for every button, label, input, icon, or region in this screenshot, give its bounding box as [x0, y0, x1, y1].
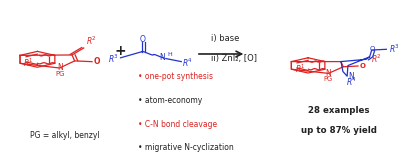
Text: $R^4$: $R^4$ [182, 56, 194, 69]
Text: N: N [159, 53, 165, 62]
Text: • atom-economy: • atom-economy [138, 96, 202, 105]
Text: $R^3$: $R^3$ [108, 53, 119, 65]
Text: up to 87% yield: up to 87% yield [301, 126, 377, 135]
Text: $R^2$: $R^2$ [86, 34, 96, 47]
Text: O: O [93, 57, 100, 66]
Text: i) base: i) base [212, 34, 240, 43]
Text: $R^3$: $R^3$ [388, 42, 400, 55]
Text: H: H [167, 52, 172, 57]
Text: $R^2$: $R^2$ [371, 52, 382, 65]
Text: O: O [140, 35, 146, 44]
Text: O: O [359, 63, 365, 69]
Text: PG: PG [324, 76, 333, 82]
Text: • migrative N-cyclization: • migrative N-cyclization [138, 143, 234, 152]
Text: O: O [370, 46, 375, 52]
Text: N: N [348, 72, 354, 81]
Text: +: + [115, 44, 126, 58]
Text: $R^1$: $R^1$ [295, 63, 306, 75]
Text: • C-N bond cleavage: • C-N bond cleavage [138, 120, 217, 129]
Text: ii) ZnI₂, [O]: ii) ZnI₂, [O] [212, 54, 258, 63]
Text: $R^4$: $R^4$ [346, 76, 356, 88]
Text: PG: PG [56, 71, 65, 77]
Text: N: N [326, 69, 331, 78]
Text: $R^1$: $R^1$ [23, 57, 34, 69]
Text: PG = alkyl, benzyl: PG = alkyl, benzyl [30, 131, 99, 140]
Text: 28 examples: 28 examples [308, 106, 370, 115]
Text: • one-pot synthesis: • one-pot synthesis [138, 72, 213, 81]
Text: N: N [58, 63, 63, 72]
